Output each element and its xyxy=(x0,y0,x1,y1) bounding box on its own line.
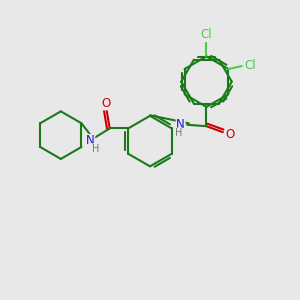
Text: Cl: Cl xyxy=(244,59,256,72)
Text: Cl: Cl xyxy=(201,28,212,41)
Text: H: H xyxy=(92,144,99,154)
Text: N: N xyxy=(86,134,95,147)
Text: N: N xyxy=(176,118,185,131)
Text: O: O xyxy=(101,97,111,110)
Text: H: H xyxy=(175,128,182,138)
Text: O: O xyxy=(225,128,234,141)
